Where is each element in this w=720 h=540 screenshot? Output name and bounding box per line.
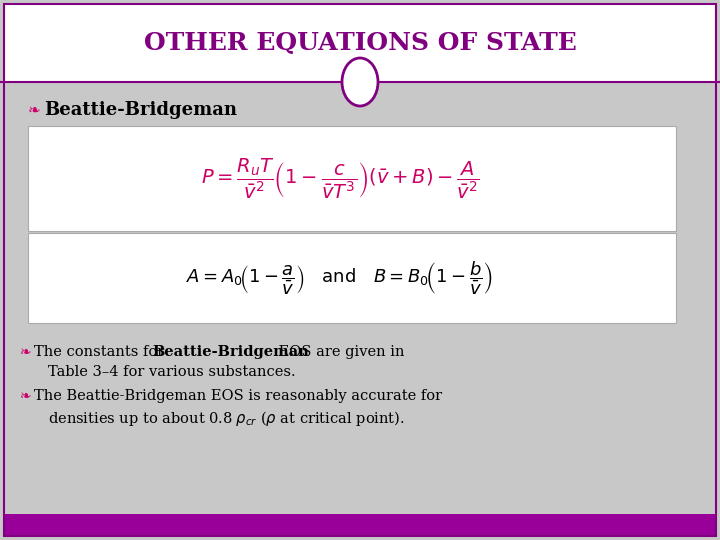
Ellipse shape: [342, 58, 378, 106]
Text: Beattie-Bridgeman: Beattie-Bridgeman: [152, 345, 309, 359]
FancyBboxPatch shape: [4, 514, 716, 536]
Text: The Beattie-Bridgeman EOS is reasonably accurate for: The Beattie-Bridgeman EOS is reasonably …: [34, 389, 442, 403]
Text: densities up to about 0.8 $\rho_{cr}$ ($\rho$ at critical point).: densities up to about 0.8 $\rho_{cr}$ ($…: [48, 409, 405, 428]
Text: EOS are given in: EOS are given in: [274, 345, 405, 359]
Text: Table 3–4 for various substances.: Table 3–4 for various substances.: [48, 365, 296, 379]
Text: $P = \dfrac{R_u T}{\bar{v}^2}\left(1 - \dfrac{c}{\bar{v}T^3}\right)(\bar{v} + B): $P = \dfrac{R_u T}{\bar{v}^2}\left(1 - \…: [201, 156, 480, 201]
Text: ❧: ❧: [20, 389, 32, 403]
FancyBboxPatch shape: [4, 4, 716, 82]
FancyBboxPatch shape: [28, 126, 676, 231]
Text: OTHER EQUATIONS OF STATE: OTHER EQUATIONS OF STATE: [143, 31, 577, 55]
FancyBboxPatch shape: [28, 233, 676, 323]
Text: ❧: ❧: [28, 103, 41, 118]
Text: ❧: ❧: [20, 345, 32, 359]
Text: Beattie-Bridgeman: Beattie-Bridgeman: [44, 101, 237, 119]
Text: The constants for: The constants for: [34, 345, 169, 359]
Text: $A = A_0\!\left(1 - \dfrac{a}{\bar{v}}\right) \quad \mathrm{and} \quad B = B_0\!: $A = A_0\!\left(1 - \dfrac{a}{\bar{v}}\r…: [186, 259, 493, 296]
